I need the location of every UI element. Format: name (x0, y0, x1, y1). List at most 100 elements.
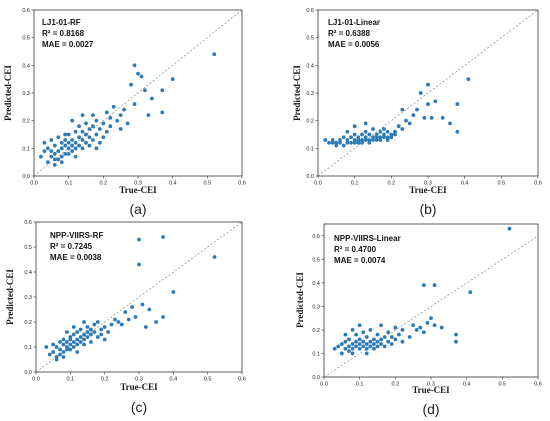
data-point (455, 102, 460, 106)
data-point (507, 226, 512, 231)
data-point (352, 140, 357, 145)
data-point (372, 346, 376, 351)
data-point (87, 135, 92, 140)
data-point (411, 323, 416, 328)
data-point (448, 121, 452, 126)
data-point (330, 138, 335, 142)
data-point (125, 121, 130, 126)
x-axis-label: True-CEI (119, 185, 157, 195)
data-point (354, 332, 358, 337)
x-tick-label: 0.1 (67, 377, 75, 383)
data-point (343, 339, 348, 344)
data-point (349, 140, 353, 145)
data-point (361, 330, 366, 335)
data-point (133, 315, 138, 319)
data-point (39, 154, 43, 159)
scatter-points (323, 77, 471, 148)
r-squared: R² = 0.4700 (334, 245, 377, 254)
reference-line (323, 235, 539, 378)
y-tick-label: 0.2 (22, 119, 30, 125)
data-point (360, 132, 364, 137)
data-point (89, 340, 93, 344)
data-point (59, 160, 64, 165)
data-point (70, 143, 75, 148)
data-point (350, 351, 355, 356)
data-point (143, 325, 148, 329)
data-point (379, 342, 383, 346)
data-point (404, 118, 408, 123)
data-point (75, 342, 80, 347)
data-point (356, 140, 361, 145)
data-point (418, 325, 423, 330)
data-point (47, 352, 52, 357)
x-tick-label: 0.3 (424, 181, 432, 187)
data-point (137, 262, 141, 267)
x-tick-label: 0.0 (320, 382, 328, 388)
y-tick-label: 0.2 (24, 320, 32, 326)
data-point (113, 317, 117, 322)
data-point (99, 332, 104, 337)
data-point (382, 132, 386, 137)
r-squared: R² = 0.8168 (42, 29, 85, 38)
data-point (374, 138, 379, 142)
data-point (149, 96, 154, 101)
data-point (92, 322, 97, 327)
x-tick-label: 0.0 (32, 377, 40, 383)
x-tick-label: 0.5 (204, 377, 212, 383)
data-point (80, 113, 85, 118)
data-point (339, 351, 344, 356)
data-point (52, 151, 57, 156)
data-point (347, 344, 351, 349)
panel-b: 0.0 0.1 0.2 0.3 0.4 0.5 0.6 0.0 0.1 0.2 0.3 0.4 0.5 0… (292, 8, 542, 217)
data-point (364, 346, 369, 351)
data-point (338, 140, 342, 145)
data-point (160, 88, 165, 93)
data-point (378, 138, 383, 142)
data-point (347, 349, 351, 354)
y-axis-label: Predicted-CEI (5, 269, 15, 325)
data-point (350, 328, 355, 332)
data-point (386, 330, 391, 335)
x-tick-label: 0.6 (238, 181, 246, 187)
y-tick-label: 0.1 (312, 351, 320, 357)
data-point (54, 345, 59, 349)
data-point (61, 355, 66, 359)
data-point (357, 346, 362, 351)
y-tick-label: 0.5 (24, 245, 32, 251)
data-point (73, 129, 78, 134)
x-tick-label: 0.2 (392, 382, 400, 388)
data-point (84, 132, 88, 137)
data-point (66, 146, 71, 151)
data-point (111, 104, 116, 109)
y-tick-label: 0.3 (312, 304, 320, 310)
data-point (59, 154, 64, 159)
data-point (374, 132, 379, 137)
data-point (97, 140, 102, 145)
data-point (429, 116, 434, 120)
data-point (330, 140, 335, 145)
x-tick-label: 0.3 (427, 382, 435, 388)
data-point (367, 132, 372, 137)
data-point (361, 339, 366, 344)
data-point (63, 151, 68, 156)
data-point (357, 337, 362, 342)
panel-d: 0.0 0.1 0.2 0.3 0.4 0.5 0.6 0.0 0.1 0.2 0.3 0.4 0.5 0… (295, 223, 542, 417)
data-point (65, 330, 69, 334)
data-point (71, 325, 76, 329)
data-point (357, 323, 362, 328)
x-tick-label: 0.4 (169, 181, 177, 187)
y-tick-label: 0.3 (22, 91, 30, 97)
data-point (378, 129, 383, 134)
data-point (363, 138, 368, 142)
data-point (454, 332, 458, 337)
data-point (389, 132, 394, 137)
data-point (389, 342, 394, 346)
data-point (334, 140, 339, 145)
x-tick-label: 0.4 (461, 181, 469, 187)
x-tick-label: 0.0 (314, 181, 322, 187)
data-point (345, 129, 350, 134)
panel-caption: (b) (419, 201, 436, 217)
mae-value: MAE = 0.0027 (42, 40, 94, 49)
data-point (386, 339, 391, 344)
data-point (61, 350, 66, 354)
